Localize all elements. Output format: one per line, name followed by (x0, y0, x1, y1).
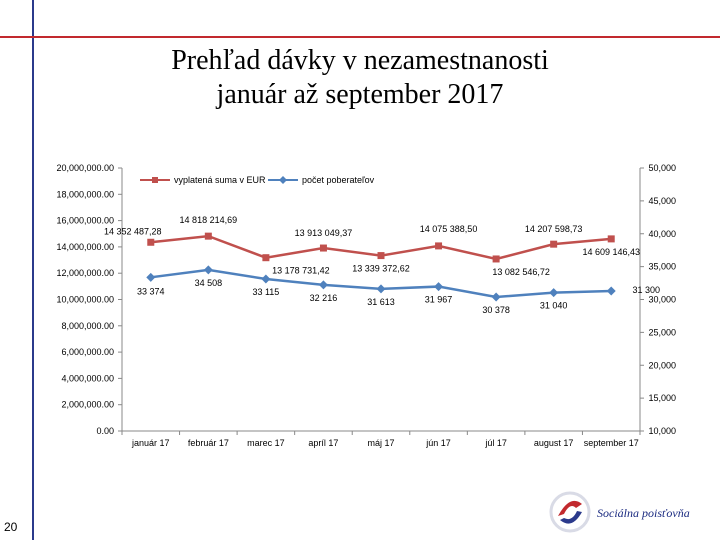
right-axis-tick-label: 40,000 (648, 229, 676, 239)
left-axis-tick-label: 8,000,000.00 (61, 321, 114, 331)
data-label-amount: 14 207 598,73 (525, 224, 583, 234)
data-label-recipients: 31 967 (425, 295, 453, 305)
data-label-amount: 14 352 487,28 (104, 226, 162, 236)
x-axis-tick-label: marec 17 (247, 438, 285, 448)
data-label-amount: 13 082 546,72 (492, 267, 550, 277)
top-accent-line (0, 36, 720, 38)
data-point-recipients (434, 282, 444, 292)
right-axis-tick-label: 15,000 (648, 393, 676, 403)
data-point-amount (262, 254, 270, 262)
left-axis-tick-label: 10,000,000.00 (56, 295, 114, 305)
left-axis-tick-label: 4,000,000.00 (61, 373, 114, 383)
x-axis-tick-label: apríl 17 (308, 438, 338, 448)
data-label-recipients: 31 300 (632, 285, 660, 295)
data-label-recipients: 30 378 (482, 305, 510, 315)
data-point-amount (607, 235, 615, 243)
data-point-amount (204, 232, 212, 240)
data-label-recipients: 34 508 (195, 278, 223, 288)
x-axis-tick-label: september 17 (584, 438, 639, 448)
x-axis-tick-label: jún 17 (425, 438, 451, 448)
data-label-recipients: 32 216 (310, 293, 338, 303)
page-number: 20 (4, 520, 18, 534)
left-axis-tick-label: 0.00 (96, 426, 114, 436)
sociala-poistovna-logo-icon (549, 491, 591, 533)
slide-title-line-1: Prehľad dávky v nezamestnanosti (171, 45, 549, 76)
left-axis-tick-label: 12,000,000.00 (56, 268, 114, 278)
legend-label: počet poberateľov (302, 175, 375, 185)
data-label-recipients: 31 613 (367, 297, 395, 307)
data-point-recipients (318, 280, 328, 290)
right-axis-tick-label: 35,000 (648, 262, 676, 272)
x-axis-tick-label: august 17 (534, 438, 574, 448)
left-axis-tick-label: 6,000,000.00 (61, 347, 114, 357)
data-point-amount (435, 242, 443, 250)
data-point-amount (319, 244, 327, 252)
legend-marker (279, 176, 287, 184)
data-point-recipients (549, 288, 559, 298)
slide-title-line-2: január až september 2017 (216, 79, 504, 110)
data-point-recipients (376, 284, 386, 294)
data-point-amount (550, 240, 558, 248)
legend-marker (152, 177, 158, 183)
right-axis-tick-label: 30,000 (648, 295, 676, 305)
data-label-amount: 14 818 214,69 (180, 215, 238, 225)
left-axis-tick-label: 16,000,000.00 (56, 216, 114, 226)
x-axis-tick-label: júl 17 (484, 438, 507, 448)
data-point-recipients (203, 265, 213, 275)
right-axis-tick-label: 20,000 (648, 360, 676, 370)
left-accent-line (32, 0, 34, 540)
left-axis-tick-label: 14,000,000.00 (56, 242, 114, 252)
left-axis-tick-label: 2,000,000.00 (61, 400, 114, 410)
data-point-recipients (491, 292, 501, 302)
data-point-amount (492, 255, 500, 263)
data-label-amount: 14 609 146,43 (582, 247, 640, 257)
data-label-amount: 13 178 731,42 (272, 266, 330, 276)
slide-title: Prehľad dávky v nezamestnanosti január a… (0, 44, 720, 112)
data-label-amount: 14 075 388,50 (420, 224, 478, 234)
right-axis-tick-label: 10,000 (648, 426, 676, 436)
right-axis-tick-label: 25,000 (648, 327, 676, 337)
x-axis-tick-label: máj 17 (367, 438, 394, 448)
data-point-amount (147, 238, 155, 246)
legend-label: vyplatená suma v EUR (174, 175, 266, 185)
data-point-recipients (261, 274, 271, 284)
right-axis-tick-label: 45,000 (648, 196, 676, 206)
data-label-recipients: 33 115 (252, 287, 279, 297)
left-axis-tick-label: 20,000,000.00 (56, 163, 114, 173)
data-label-recipients: 33 374 (137, 286, 165, 296)
data-point-recipients (606, 286, 616, 296)
data-label-amount: 13 339 372,62 (352, 264, 410, 274)
data-label-recipients: 31 040 (540, 301, 568, 311)
x-axis-tick-label: január 17 (131, 438, 170, 448)
x-axis-tick-label: február 17 (188, 438, 229, 448)
data-label-amount: 13 913 049,37 (295, 228, 353, 238)
data-point-recipients (146, 272, 156, 282)
right-axis-tick-label: 50,000 (648, 163, 676, 173)
left-axis-tick-label: 18,000,000.00 (56, 189, 114, 199)
data-point-amount (377, 252, 385, 260)
logo-text: Sociálna poisťovňa (597, 506, 690, 520)
